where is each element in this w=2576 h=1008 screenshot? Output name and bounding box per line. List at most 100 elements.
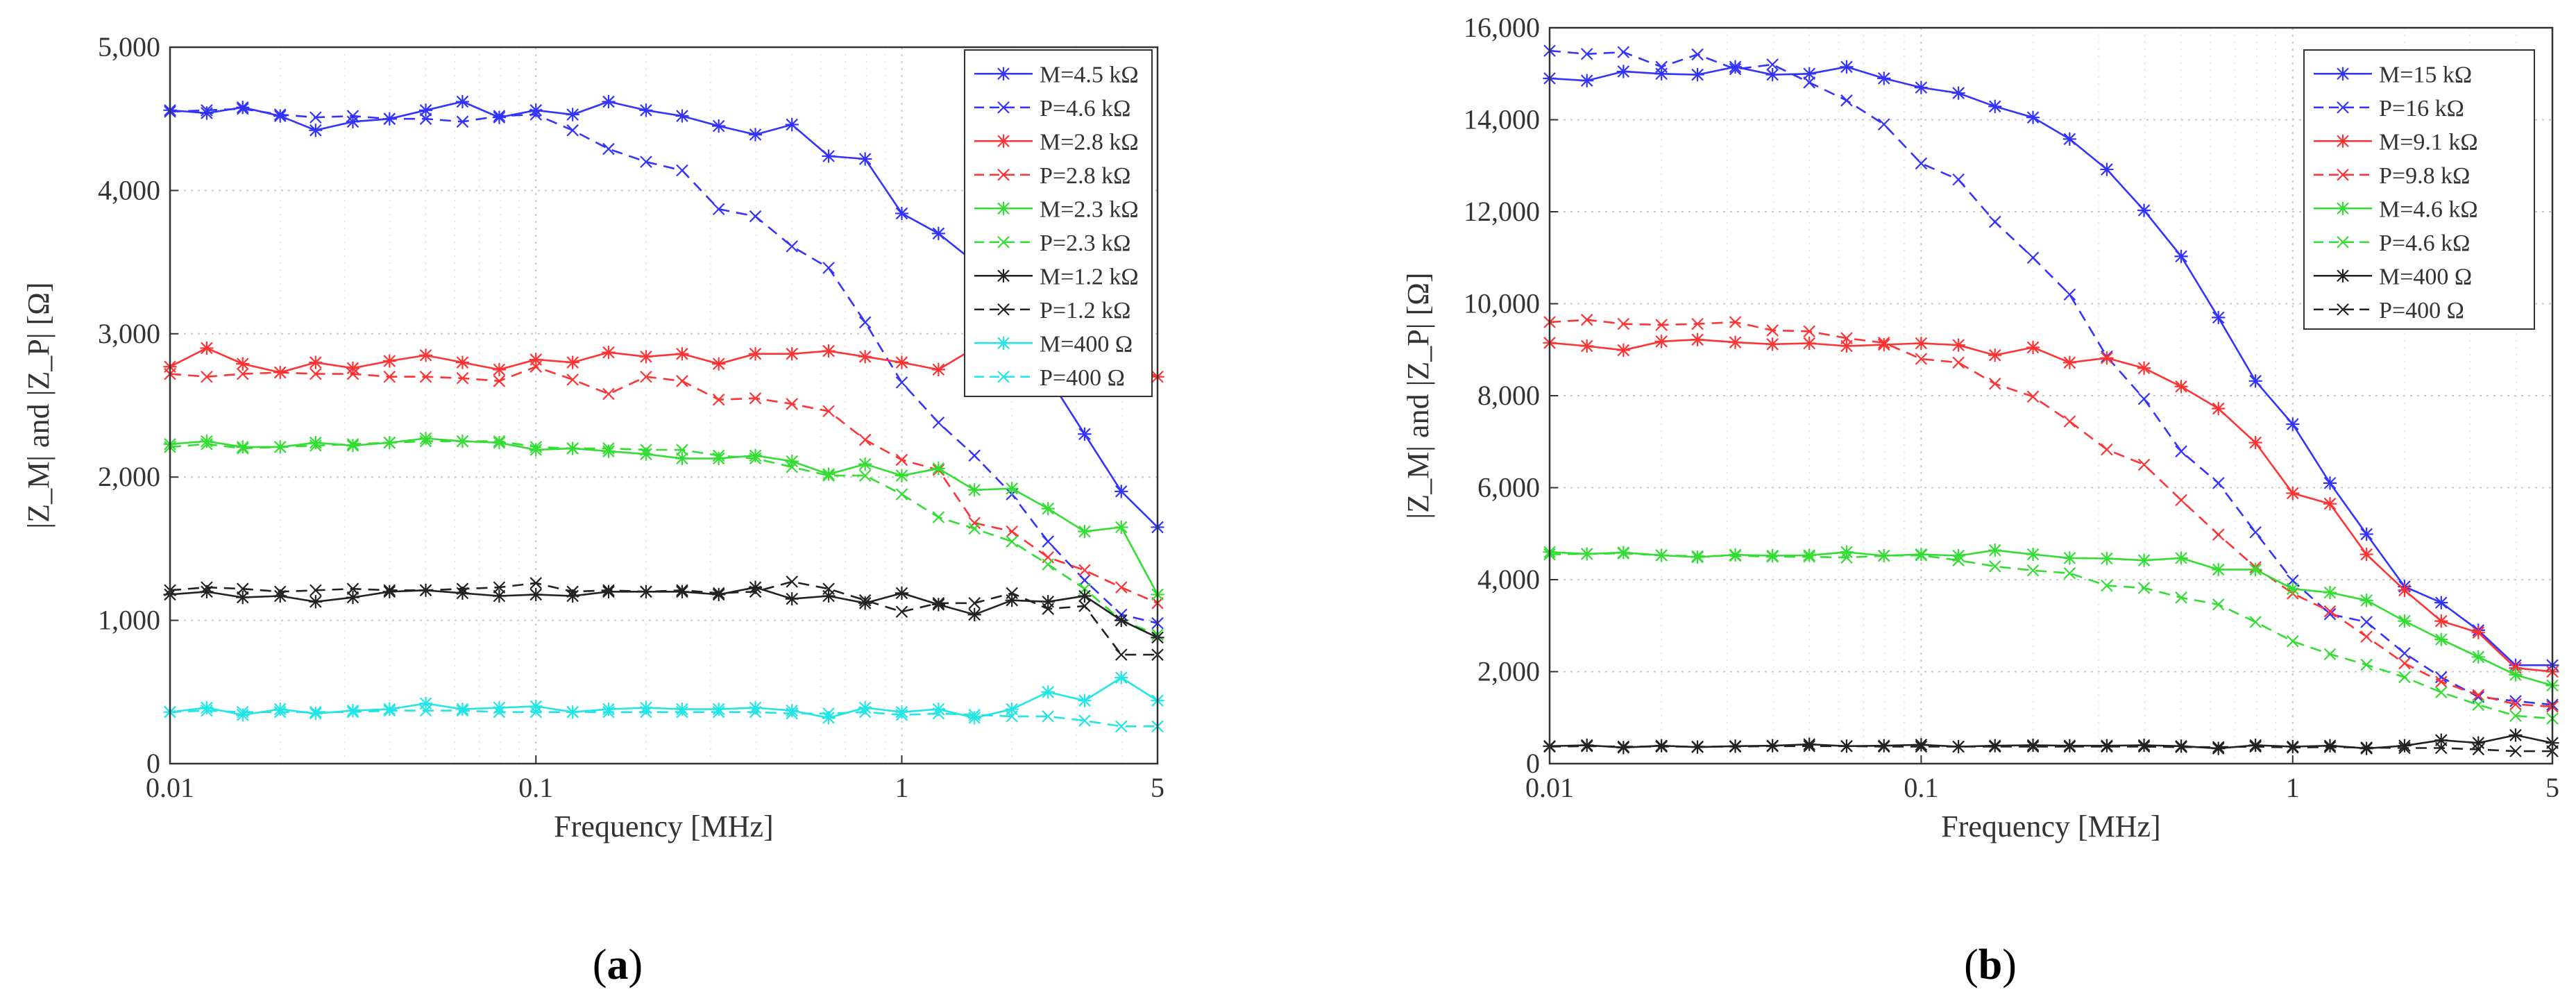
data-point	[2398, 614, 2412, 628]
data-point	[712, 357, 726, 371]
data-point	[1914, 738, 1928, 752]
data-point	[2398, 657, 2411, 670]
data-point	[1914, 336, 1928, 351]
data-point	[1691, 550, 1704, 562]
chart-panel-a: 0 1,000 2,000 3,000 4,000 5,000 0.01 0.1 1 5 M=4.5…	[22, 31, 1164, 989]
data-point	[786, 576, 798, 588]
legend-label: P=4.6 kΩ	[1040, 96, 1130, 121]
series-line	[1549, 552, 2553, 720]
x-tick-label: 0.1	[1904, 772, 1938, 803]
legend-marker	[997, 235, 1010, 249]
data-point	[1580, 74, 1594, 87]
data-point	[602, 444, 616, 458]
y-tick-label: 1,000	[98, 605, 160, 636]
data-point	[785, 117, 799, 132]
data-point	[1078, 600, 1091, 612]
data-point	[273, 585, 287, 598]
data-point	[418, 431, 433, 446]
panel-label: (a)	[593, 941, 643, 989]
axes-frame	[169, 46, 1159, 765]
data-point	[1580, 548, 1593, 560]
data-point	[1840, 60, 1854, 74]
y-tick-label: 3,000	[98, 318, 160, 349]
y-tick-label: 2,000	[98, 461, 160, 492]
data-point	[383, 112, 396, 125]
data-point	[236, 590, 250, 605]
legend-label: M=400 Ω	[2379, 264, 2472, 289]
legend-label: P=400 Ω	[2379, 298, 2464, 324]
data-point	[2398, 647, 2411, 660]
data-point	[1803, 551, 1815, 563]
data-point	[2137, 553, 2151, 567]
data-point	[676, 705, 688, 719]
data-point	[1691, 740, 1704, 753]
data-point	[2063, 288, 2076, 301]
data-point	[640, 444, 652, 456]
data-point	[2137, 740, 2151, 753]
data-point	[1691, 48, 1704, 61]
data-point	[822, 344, 836, 358]
data-point	[2026, 340, 2040, 355]
data-point	[310, 705, 322, 719]
data-point	[419, 370, 432, 383]
data-point	[786, 707, 798, 720]
data-point	[748, 128, 763, 142]
y-axis-title: |Z_M| and |Z_P| [Ω]	[1401, 272, 1435, 519]
data-point	[895, 488, 908, 501]
data-point	[492, 362, 507, 376]
data-point	[712, 705, 725, 719]
data-point	[640, 585, 652, 598]
y-tick-label: 2,000	[1477, 656, 1540, 687]
data-point	[858, 469, 872, 482]
data-point	[895, 206, 909, 221]
data-point	[2026, 738, 2040, 753]
series-line	[1549, 319, 2553, 708]
data-point	[1006, 535, 1018, 548]
x-tick-label: 0.01	[1525, 772, 1574, 803]
data-point	[2471, 736, 2485, 750]
series-line	[169, 108, 1158, 624]
data-point	[675, 585, 689, 598]
data-point	[419, 435, 432, 448]
data-point	[1115, 720, 1128, 733]
data-point	[2434, 596, 2448, 610]
data-point	[1915, 157, 1928, 170]
panel-label-open: (	[1964, 941, 1978, 989]
data-point	[346, 437, 359, 451]
data-point	[712, 119, 726, 133]
y-axis-title: |Z_M| and |Z_P| [Ω]	[22, 282, 56, 528]
legend-label: M=2.3 kΩ	[1040, 196, 1139, 222]
data-point	[1042, 603, 1054, 615]
data-point	[1988, 348, 2002, 362]
data-point	[273, 108, 287, 121]
data-point	[2212, 401, 2226, 416]
data-point	[309, 436, 323, 450]
legend-entry: M=400 Ω	[2314, 264, 2472, 289]
data-point	[602, 705, 615, 719]
data-point	[786, 460, 798, 473]
series-line	[169, 709, 1158, 728]
x-tick-label: 5	[1151, 772, 1164, 803]
series-2	[163, 334, 1164, 384]
data-point	[273, 441, 287, 453]
data-point	[1616, 65, 1630, 78]
panel-label: (b)	[1964, 941, 2017, 989]
data-point	[2286, 582, 2300, 596]
data-point	[895, 709, 908, 721]
data-point	[236, 367, 249, 380]
data-point	[2509, 745, 2522, 757]
data-point	[675, 347, 689, 361]
data-point	[455, 94, 470, 109]
data-point	[2434, 614, 2448, 628]
data-point	[566, 442, 579, 455]
data-point	[895, 586, 909, 600]
data-point	[785, 704, 799, 718]
data-point	[309, 595, 323, 609]
data-point	[566, 705, 579, 719]
data-point	[2212, 477, 2225, 489]
legend-label: P=1.2 kΩ	[1040, 298, 1130, 324]
data-point	[273, 705, 287, 719]
series-3	[164, 360, 1164, 610]
data-point	[2360, 741, 2373, 754]
data-point	[1728, 335, 1743, 349]
